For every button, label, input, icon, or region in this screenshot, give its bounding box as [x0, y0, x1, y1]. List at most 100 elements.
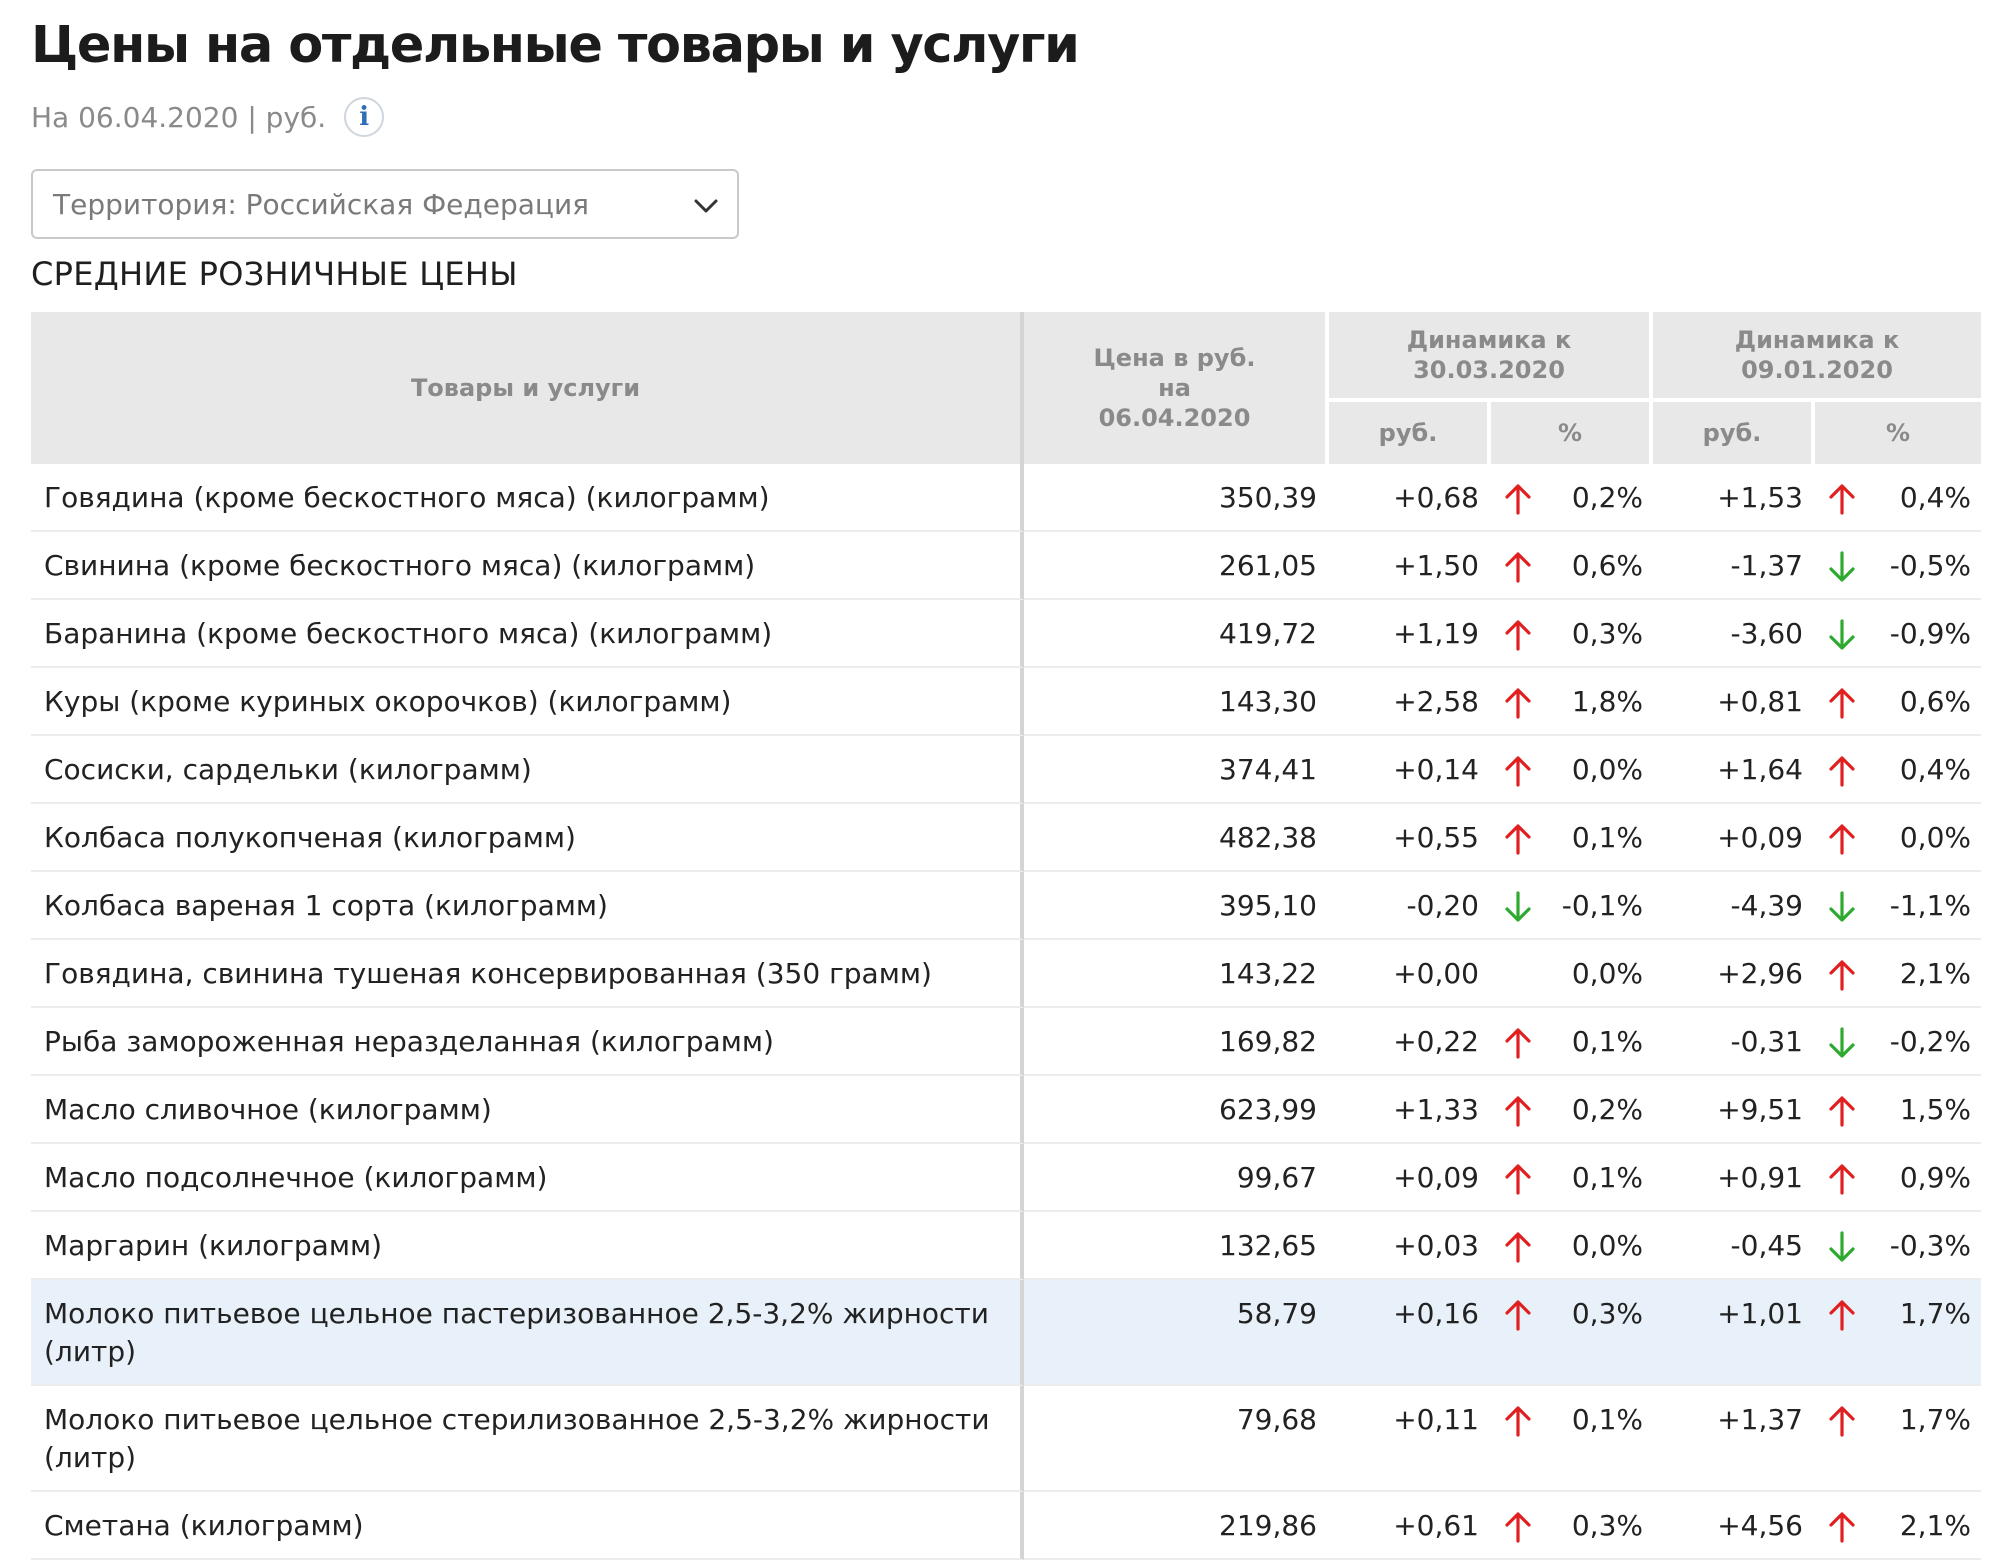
price-value: 143,30 [1024, 668, 1329, 736]
dynamics-2-pct: 2,1% [1815, 1492, 1981, 1560]
dynamics-2-pct: 1,7% [1815, 1280, 1981, 1386]
dynamics-2-pct-value: 0,0% [1899, 821, 1971, 854]
dynamics-1-rub: +0,61 [1329, 1492, 1491, 1560]
price-value: 143,22 [1024, 940, 1329, 1008]
arrow-up-icon [1505, 824, 1531, 855]
dynamics-1-rub: -0,20 [1329, 872, 1491, 940]
table-row[interactable]: Молоко питьевое цельное пастеризованное … [31, 1280, 1981, 1386]
arrow-up-icon [1829, 1096, 1855, 1127]
table-row[interactable]: Колбаса вареная 1 сорта (килограмм) 395,… [31, 872, 1981, 940]
dynamics-2-pct-value: -0,5% [1889, 549, 1971, 582]
dynamics-2-rub: -4,39 [1653, 872, 1815, 940]
dynamics-1-pct: 0,2% [1491, 464, 1653, 532]
dynamics-2-pct: 2,1% [1815, 940, 1981, 1008]
arrow-up-icon [1505, 1028, 1531, 1059]
dynamics-2-pct: 0,4% [1815, 736, 1981, 804]
chevron-down-icon [694, 199, 718, 213]
dynamics-2-pct: -0,2% [1815, 1008, 1981, 1076]
arrow-up-icon [1505, 1096, 1531, 1127]
goods-name: Маргарин (килограмм) [31, 1212, 1024, 1280]
dynamics-2-pct: 0,0% [1815, 804, 1981, 872]
dynamics-2-rub: +0,81 [1653, 668, 1815, 736]
info-icon[interactable]: i [344, 97, 385, 137]
goods-name: Молоко питьевое цельное стерилизованное … [31, 1386, 1024, 1492]
arrow-up-icon [1829, 1300, 1855, 1331]
arrow-down-icon [1829, 1027, 1855, 1058]
table-row[interactable]: Свинина (кроме бескостного мяса) (килогр… [31, 532, 1981, 600]
dynamics-2-pct: -0,3% [1815, 1212, 1981, 1280]
arrow-up-icon [1829, 960, 1855, 991]
table-row[interactable]: Говядина (кроме бескостного мяса) (килог… [31, 464, 1981, 532]
table-row[interactable]: Сосиски, сардельки (килограмм) 374,41 +0… [31, 736, 1981, 804]
dynamics-1-pct: 0,3% [1491, 600, 1653, 668]
dynamics-1-pct-value: 0,1% [1571, 821, 1643, 854]
territory-select[interactable]: Территория: Российская Федерация [31, 169, 739, 239]
arrow-up-icon [1505, 1406, 1531, 1437]
dynamics-1-rub: +0,68 [1329, 464, 1491, 532]
dynamics-2-pct: 0,9% [1815, 1144, 1981, 1212]
arrow-up-icon [1829, 1512, 1855, 1543]
arrow-up-icon [1505, 688, 1531, 719]
dynamics-1-pct-value: 1,8% [1571, 685, 1643, 718]
dynamics-1-rub: +0,14 [1329, 736, 1491, 804]
dynamics-2-rub: +4,56 [1653, 1492, 1815, 1560]
territory-select-value: Территория: Российская Федерация [53, 187, 590, 221]
dynamics-1-pct: 1,8% [1491, 668, 1653, 736]
dynamics-1-rub: +1,19 [1329, 600, 1491, 668]
table-row[interactable]: Куры (кроме куриных окорочков) (килограм… [31, 668, 1981, 736]
header-rub-2: руб. [1653, 402, 1815, 464]
dynamics-2-rub: +1,53 [1653, 464, 1815, 532]
table-row[interactable]: Рыба замороженная неразделанная (килогра… [31, 1008, 1981, 1076]
dynamics-1-pct: 0,3% [1491, 1492, 1653, 1560]
goods-name: Масло сливочное (килограмм) [31, 1076, 1024, 1144]
header-price: Цена в руб. на 06.04.2020 [1024, 312, 1329, 464]
dynamics-2-rub: -3,60 [1653, 600, 1815, 668]
table-row[interactable]: Масло подсолнечное (килограмм) 99,67 +0,… [31, 1144, 1981, 1212]
goods-name: Свинина (кроме бескостного мяса) (килогр… [31, 532, 1024, 600]
goods-name: Колбаса полукопченая (килограмм) [31, 804, 1024, 872]
dynamics-1-rub: +1,50 [1329, 532, 1491, 600]
dynamics-2-pct: 0,6% [1815, 668, 1981, 736]
table-row[interactable]: Говядина, свинина тушеная консервированн… [31, 940, 1981, 1008]
dynamics-2-rub: +1,37 [1653, 1386, 1815, 1492]
price-value: 219,86 [1024, 1492, 1329, 1560]
goods-name: Сметана (килограмм) [31, 1492, 1024, 1560]
arrow-down-icon [1829, 891, 1855, 922]
price-value: 482,38 [1024, 804, 1329, 872]
dynamics-1-pct-value: 0,6% [1571, 549, 1643, 582]
page-title: Цены на отдельные товары и услуги [31, 16, 1080, 75]
dynamics-1-pct-value: 0,1% [1571, 1161, 1643, 1194]
dynamics-2-pct: -0,5% [1815, 532, 1981, 600]
header-price-label: Цена в руб. на 06.04.2020 [1093, 344, 1256, 432]
price-value: 374,41 [1024, 736, 1329, 804]
dynamics-1-pct-value: 0,2% [1571, 1093, 1643, 1126]
price-value: 169,82 [1024, 1008, 1329, 1076]
dynamics-1-pct: 0,1% [1491, 1008, 1653, 1076]
header-rub-1: руб. [1329, 402, 1491, 464]
dynamics-1-pct-value: 0,0% [1571, 753, 1643, 786]
dynamics-1-pct-value: 0,3% [1571, 1297, 1643, 1330]
arrow-up-icon [1505, 756, 1531, 787]
dynamics-2-rub: -0,45 [1653, 1212, 1815, 1280]
table-row[interactable]: Масло сливочное (килограмм) 623,99 +1,33… [31, 1076, 1981, 1144]
table-row[interactable]: Маргарин (килограмм) 132,65 +0,03 0,0% -… [31, 1212, 1981, 1280]
arrow-up-icon [1829, 824, 1855, 855]
header-dynamics-1-label: Динамика к 30.03.2020 [1406, 326, 1572, 384]
table-row[interactable]: Молоко питьевое цельное стерилизованное … [31, 1386, 1981, 1492]
arrow-up-icon [1505, 1512, 1531, 1543]
dynamics-1-rub: +0,11 [1329, 1386, 1491, 1492]
arrow-up-icon [1505, 484, 1531, 515]
dynamics-2-pct-value: 1,5% [1899, 1093, 1971, 1126]
dynamics-2-pct: -1,1% [1815, 872, 1981, 940]
price-value: 419,72 [1024, 600, 1329, 668]
header-dynamics-2: Динамика к 09.01.2020 [1653, 312, 1981, 402]
dynamics-1-rub: +0,00 [1329, 940, 1491, 1008]
arrow-up-icon [1505, 1300, 1531, 1331]
table-row[interactable]: Баранина (кроме бескостного мяса) (килог… [31, 600, 1981, 668]
dynamics-1-pct: 0,0% [1491, 736, 1653, 804]
table-row[interactable]: Колбаса полукопченая (килограмм) 482,38 … [31, 804, 1981, 872]
table-row[interactable]: Сметана (килограмм) 219,86 +0,61 0,3% +4… [31, 1492, 1981, 1560]
dynamics-2-pct-value: 2,1% [1899, 1509, 1971, 1542]
goods-name: Масло подсолнечное (килограмм) [31, 1144, 1024, 1212]
header-goods: Товары и услуги [31, 312, 1024, 464]
